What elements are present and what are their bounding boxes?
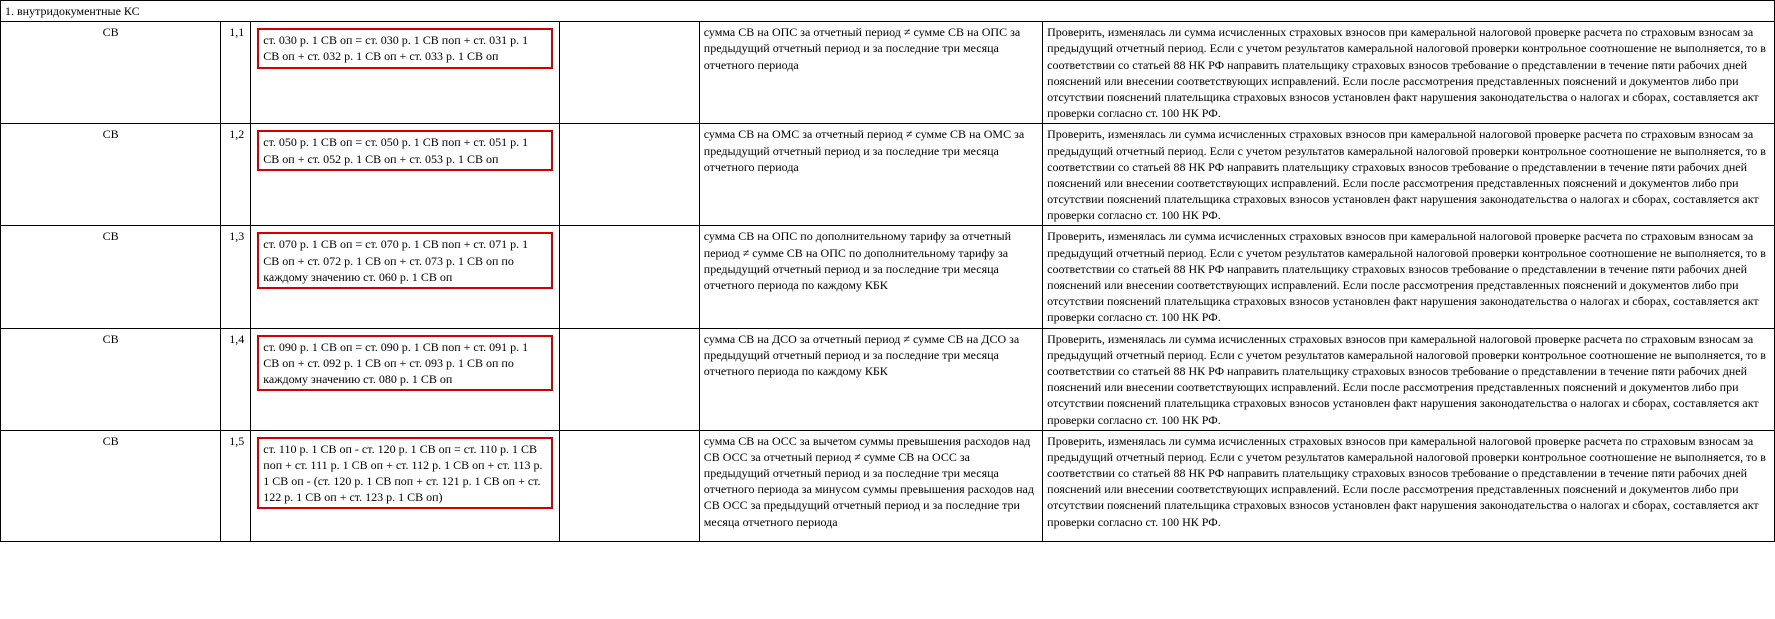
formula-cell: ст. 110 р. 1 СВ оп - ст. 120 р. 1 СВ оп …: [251, 430, 559, 542]
action-cell: Проверить, изменялась ли сумма исчисленн…: [1043, 430, 1775, 542]
description-cell: сумма СВ на ОПС за отчетный период ≠ сум…: [699, 22, 1042, 124]
formula-cell: ст. 030 р. 1 СВ оп = ст. 030 р. 1 СВ поп…: [251, 22, 559, 124]
code-cell: СВ: [1, 124, 221, 226]
formula-highlight: ст. 090 р. 1 СВ оп = ст. 090 р. 1 СВ поп…: [257, 335, 552, 392]
formula-cell: ст. 070 р. 1 СВ оп = ст. 070 р. 1 СВ поп…: [251, 226, 559, 328]
action-cell: Проверить, изменялась ли сумма исчисленн…: [1043, 328, 1775, 430]
empty-cell: [559, 430, 699, 542]
empty-cell: [559, 226, 699, 328]
row-number: 1,5: [221, 430, 251, 542]
action-cell: Проверить, изменялась ли сумма исчисленн…: [1043, 226, 1775, 328]
row-number: 1,3: [221, 226, 251, 328]
formula-highlight: ст. 050 р. 1 СВ оп = ст. 050 р. 1 СВ поп…: [257, 130, 552, 170]
description-cell: сумма СВ на ОМС за отчетный период ≠ сум…: [699, 124, 1042, 226]
table-row: СВ1,1ст. 030 р. 1 СВ оп = ст. 030 р. 1 С…: [1, 22, 1775, 124]
empty-cell: [559, 22, 699, 124]
description-cell: сумма СВ на ОСС за вычетом суммы превыше…: [699, 430, 1042, 542]
table-row: СВ1,2ст. 050 р. 1 СВ оп = ст. 050 р. 1 С…: [1, 124, 1775, 226]
ks-table: 1. внутридокументные КССВ1,1ст. 030 р. 1…: [0, 0, 1775, 542]
row-number: 1,1: [221, 22, 251, 124]
row-number: 1,4: [221, 328, 251, 430]
formula-cell: ст. 090 р. 1 СВ оп = ст. 090 р. 1 СВ поп…: [251, 328, 559, 430]
row-number: 1,2: [221, 124, 251, 226]
formula-cell: ст. 050 р. 1 СВ оп = ст. 050 р. 1 СВ поп…: [251, 124, 559, 226]
code-cell: СВ: [1, 328, 221, 430]
table-row: СВ1,3ст. 070 р. 1 СВ оп = ст. 070 р. 1 С…: [1, 226, 1775, 328]
table-row: СВ1,4ст. 090 р. 1 СВ оп = ст. 090 р. 1 С…: [1, 328, 1775, 430]
formula-highlight: ст. 070 р. 1 СВ оп = ст. 070 р. 1 СВ поп…: [257, 232, 552, 289]
formula-highlight: ст. 030 р. 1 СВ оп = ст. 030 р. 1 СВ поп…: [257, 28, 552, 68]
action-cell: Проверить, изменялась ли сумма исчисленн…: [1043, 22, 1775, 124]
code-cell: СВ: [1, 226, 221, 328]
description-cell: сумма СВ на ОПС по дополнительному тариф…: [699, 226, 1042, 328]
code-cell: СВ: [1, 22, 221, 124]
formula-highlight: ст. 110 р. 1 СВ оп - ст. 120 р. 1 СВ оп …: [257, 437, 552, 510]
description-cell: сумма СВ на ДСО за отчетный период ≠ сум…: [699, 328, 1042, 430]
table-row: СВ1,5ст. 110 р. 1 СВ оп - ст. 120 р. 1 С…: [1, 430, 1775, 542]
section-title: 1. внутридокументные КС: [1, 1, 1775, 22]
action-cell: Проверить, изменялась ли сумма исчисленн…: [1043, 124, 1775, 226]
empty-cell: [559, 328, 699, 430]
empty-cell: [559, 124, 699, 226]
code-cell: СВ: [1, 430, 221, 542]
